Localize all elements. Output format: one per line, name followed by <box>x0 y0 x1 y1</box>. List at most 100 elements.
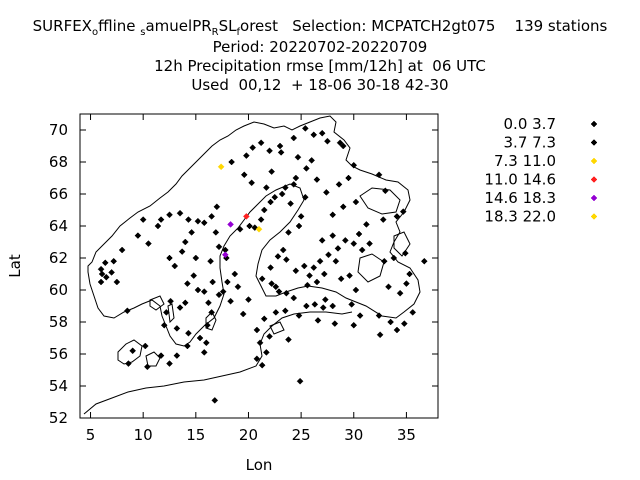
data-point <box>236 225 244 233</box>
data-point <box>381 187 389 195</box>
data-point <box>249 144 257 151</box>
data-point <box>283 256 290 263</box>
data-point <box>272 309 280 316</box>
data-point <box>248 179 255 187</box>
data-point <box>301 125 309 132</box>
data-point <box>167 297 174 305</box>
data-point <box>243 152 250 159</box>
data-point <box>358 246 366 254</box>
x-tick-label: 20 <box>239 426 258 444</box>
data-point <box>376 331 384 339</box>
data-point <box>393 213 401 220</box>
data-point <box>208 309 215 316</box>
data-point <box>190 272 198 279</box>
title-line-4: Used 00,12 + 18-06 30-18 42-30 <box>191 76 449 94</box>
data-point <box>303 165 310 172</box>
data-point <box>301 193 309 201</box>
data-point <box>272 283 280 291</box>
data-point <box>255 225 263 233</box>
denmark-coastline <box>117 339 143 365</box>
axes: 5 10 15 20 25 30 35 52 54 56 58 60 62 64 66 68 70 Lon Lat <box>6 113 439 474</box>
data-point <box>313 176 321 183</box>
data-point <box>166 211 173 219</box>
lake-vattern <box>167 303 175 324</box>
data-point <box>257 139 265 147</box>
x-tick-label: 30 <box>344 426 363 444</box>
data-point <box>297 213 305 220</box>
data-point <box>318 237 326 244</box>
data-point <box>263 349 270 356</box>
data-point <box>402 249 409 257</box>
data-point <box>184 280 191 287</box>
data-point <box>219 288 227 295</box>
data-point <box>355 230 363 238</box>
data-point <box>285 336 292 343</box>
data-point <box>178 248 186 255</box>
data-point <box>258 361 266 369</box>
data-point <box>245 296 252 303</box>
data-point <box>300 262 308 270</box>
data-point <box>276 142 284 150</box>
data-point <box>409 309 417 316</box>
scandinavia-coastline <box>87 115 421 347</box>
data-point <box>113 278 121 286</box>
title-line-2: Period: 20220702-20220709 <box>212 38 428 56</box>
data-point <box>336 139 344 147</box>
data-point <box>101 259 109 267</box>
data-point <box>162 309 170 316</box>
data-point <box>141 342 149 350</box>
data-point <box>260 206 268 214</box>
y-tick-label: 52 <box>49 409 68 427</box>
legend-label: 3.7 7.3 <box>504 134 556 152</box>
y-tick-label: 56 <box>49 345 68 363</box>
data-point <box>139 216 147 223</box>
title-line-3: 12h Precipitation rmse [mm/12h] at 06 UT… <box>154 57 486 75</box>
data-point <box>171 262 179 270</box>
y-tick-label: 64 <box>49 217 68 235</box>
lake-vanern <box>149 295 165 311</box>
legend-marker <box>590 139 598 146</box>
coastline-map <box>83 115 421 415</box>
data-point <box>256 339 264 347</box>
data-point <box>260 315 268 323</box>
y-tick-label: 54 <box>49 377 68 395</box>
data-point <box>314 317 322 324</box>
data-point <box>313 278 321 286</box>
data-point <box>196 334 204 342</box>
legend-label: 14.6 18.3 <box>484 189 556 207</box>
data-point <box>420 257 428 265</box>
data-point <box>200 288 208 295</box>
data-point <box>320 270 328 278</box>
y-tick-label: 68 <box>49 153 68 171</box>
data-point <box>246 222 253 230</box>
data-point <box>348 301 356 308</box>
data-point <box>271 193 279 201</box>
data-point <box>181 299 189 307</box>
data-point <box>194 286 202 294</box>
data-point <box>295 312 303 319</box>
data-point <box>304 281 311 289</box>
data-point <box>173 325 181 332</box>
data-point <box>267 198 274 206</box>
data-point <box>266 333 273 340</box>
data-point <box>292 174 300 182</box>
data-point <box>243 213 250 220</box>
data-point <box>268 168 275 175</box>
data-point <box>185 216 192 223</box>
data-point <box>345 174 352 182</box>
data-point <box>400 320 408 327</box>
data-point <box>334 245 342 252</box>
data-point <box>145 240 152 247</box>
data-point <box>253 355 261 363</box>
legend-marker <box>590 213 598 220</box>
data-point <box>134 232 142 239</box>
data-point <box>290 134 298 142</box>
data-point <box>257 216 265 223</box>
data-point <box>202 339 210 347</box>
y-tick-label: 60 <box>49 281 68 299</box>
data-point <box>403 280 410 287</box>
x-tick-label: 5 <box>86 426 96 444</box>
data-point <box>346 272 353 279</box>
plot-frame <box>79 113 439 419</box>
